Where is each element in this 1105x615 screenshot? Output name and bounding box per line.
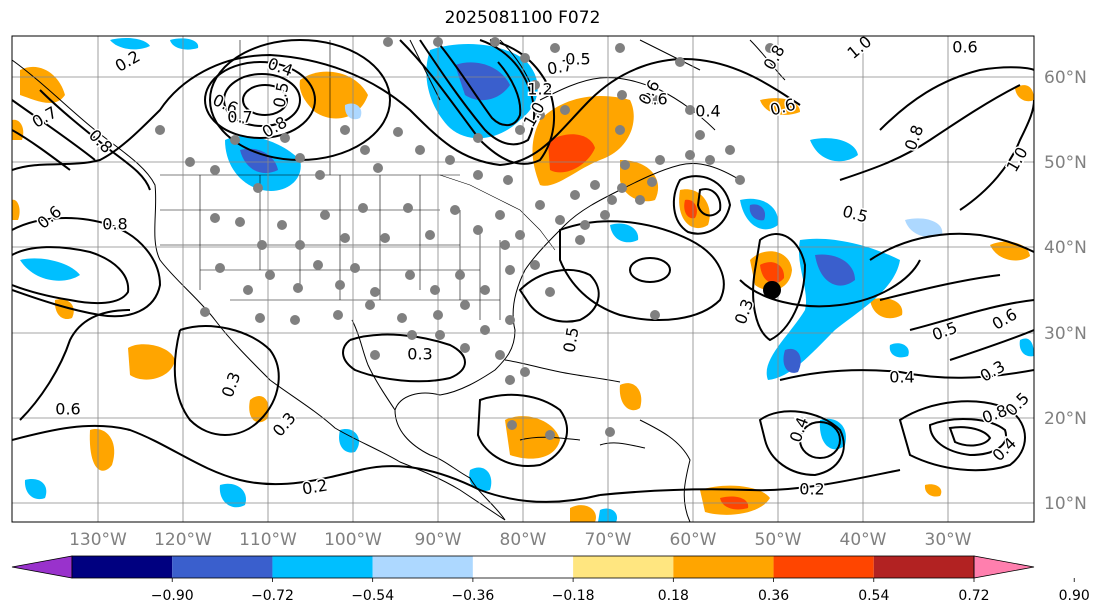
colorbar-tick-label: 0.90	[1059, 588, 1090, 604]
longitude-label: 110°W	[239, 530, 297, 550]
longitude-axis: 130°W 120°W 110°W 100°W 90°W 80°W 70°W 60°W 50°W…	[69, 530, 972, 550]
contour-label: 0.6	[55, 400, 80, 419]
map-title: 2025081100 F072	[444, 8, 601, 28]
colorbar-min-extension	[11, 555, 73, 579]
station-markers	[155, 37, 775, 440]
colorbar-segment	[272, 556, 373, 578]
colorbar-segment	[673, 556, 774, 578]
contour-label: 0.4	[695, 102, 720, 121]
colorbar: −0.90 −0.72 −0.54 −0.36 −0.18 0.18 0.36 0.54 0.7…	[11, 555, 1090, 604]
colorbar-tick-label: −0.90	[151, 588, 194, 604]
colorbar-segment	[573, 556, 674, 578]
colorbar-frame	[71, 555, 975, 579]
colorbar-tick-label: −0.54	[351, 588, 394, 604]
longitude-label: 40°W	[840, 530, 887, 550]
contour-label: 0.6	[952, 38, 977, 57]
colorbar-tick-label: −0.18	[552, 588, 595, 604]
contour-label: 0.6	[642, 90, 667, 109]
colorbar-segment	[472, 556, 574, 578]
colorbar-tick-label: 0.36	[758, 588, 789, 604]
latitude-axis: 60°N 50°N 40°N 30°N 20°N 10°N	[1044, 68, 1087, 514]
longitude-label: 120°W	[154, 530, 212, 550]
colorbar-segment	[873, 556, 974, 578]
map-frame	[11, 35, 1035, 523]
longitude-label: 30°W	[925, 530, 972, 550]
longitude-label: 130°W	[69, 530, 127, 550]
longitude-label: 100°W	[324, 530, 382, 550]
darkblue-anomalies	[240, 62, 855, 373]
longitude-label: 50°W	[755, 530, 802, 550]
contour-lines	[12, 39, 1034, 503]
pale-blue-anomalies	[344, 103, 943, 238]
colorbar-tick-label: 0.54	[858, 588, 889, 604]
colorbar-max-extension	[973, 555, 1035, 579]
contour-label: 0.7	[546, 55, 574, 78]
contour-label: 0.4	[889, 368, 914, 387]
contour-label: 0.2	[799, 480, 824, 499]
latitude-label: 60°N	[1044, 68, 1087, 88]
colorbar-segment	[372, 556, 473, 578]
shaded-fields	[12, 38, 1034, 522]
colorbar-segment	[172, 556, 273, 578]
contour-label: 0.5	[565, 50, 590, 69]
colorbar-tick-label: 0.18	[658, 588, 689, 604]
latitude-label: 50°N	[1044, 153, 1087, 173]
contour-label: 0.3	[407, 345, 432, 364]
state-borders	[160, 40, 556, 320]
contour-label: 0.5	[269, 81, 292, 109]
contour-label: 0.2	[301, 475, 329, 498]
latitude-label: 40°N	[1044, 238, 1087, 258]
contour-label: 0.8	[102, 215, 127, 234]
longitude-label: 60°W	[670, 530, 717, 550]
colorbar-tick-label: −0.36	[451, 588, 494, 604]
longitude-label: 70°W	[585, 530, 632, 550]
latitude-label: 10°N	[1044, 494, 1087, 514]
longitude-label: 80°W	[500, 530, 547, 550]
contour-label: 1.2	[527, 80, 552, 99]
colorbar-tick-label: −0.72	[251, 588, 294, 604]
latitude-label: 30°N	[1044, 324, 1087, 344]
colorbar-segment	[773, 556, 874, 578]
latitude-label: 20°N	[1044, 409, 1087, 429]
colorbar-tick-label: 0.72	[958, 588, 989, 604]
longitude-label: 90°W	[415, 530, 462, 550]
contour-label: 0.7	[227, 108, 252, 127]
storm-marker	[763, 281, 781, 299]
colorbar-segment	[72, 556, 173, 578]
